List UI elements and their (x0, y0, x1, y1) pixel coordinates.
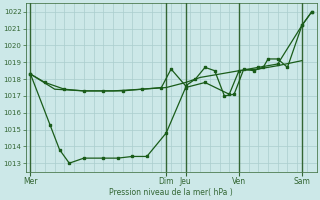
X-axis label: Pression niveau de la mer( hPa ): Pression niveau de la mer( hPa ) (109, 188, 233, 197)
